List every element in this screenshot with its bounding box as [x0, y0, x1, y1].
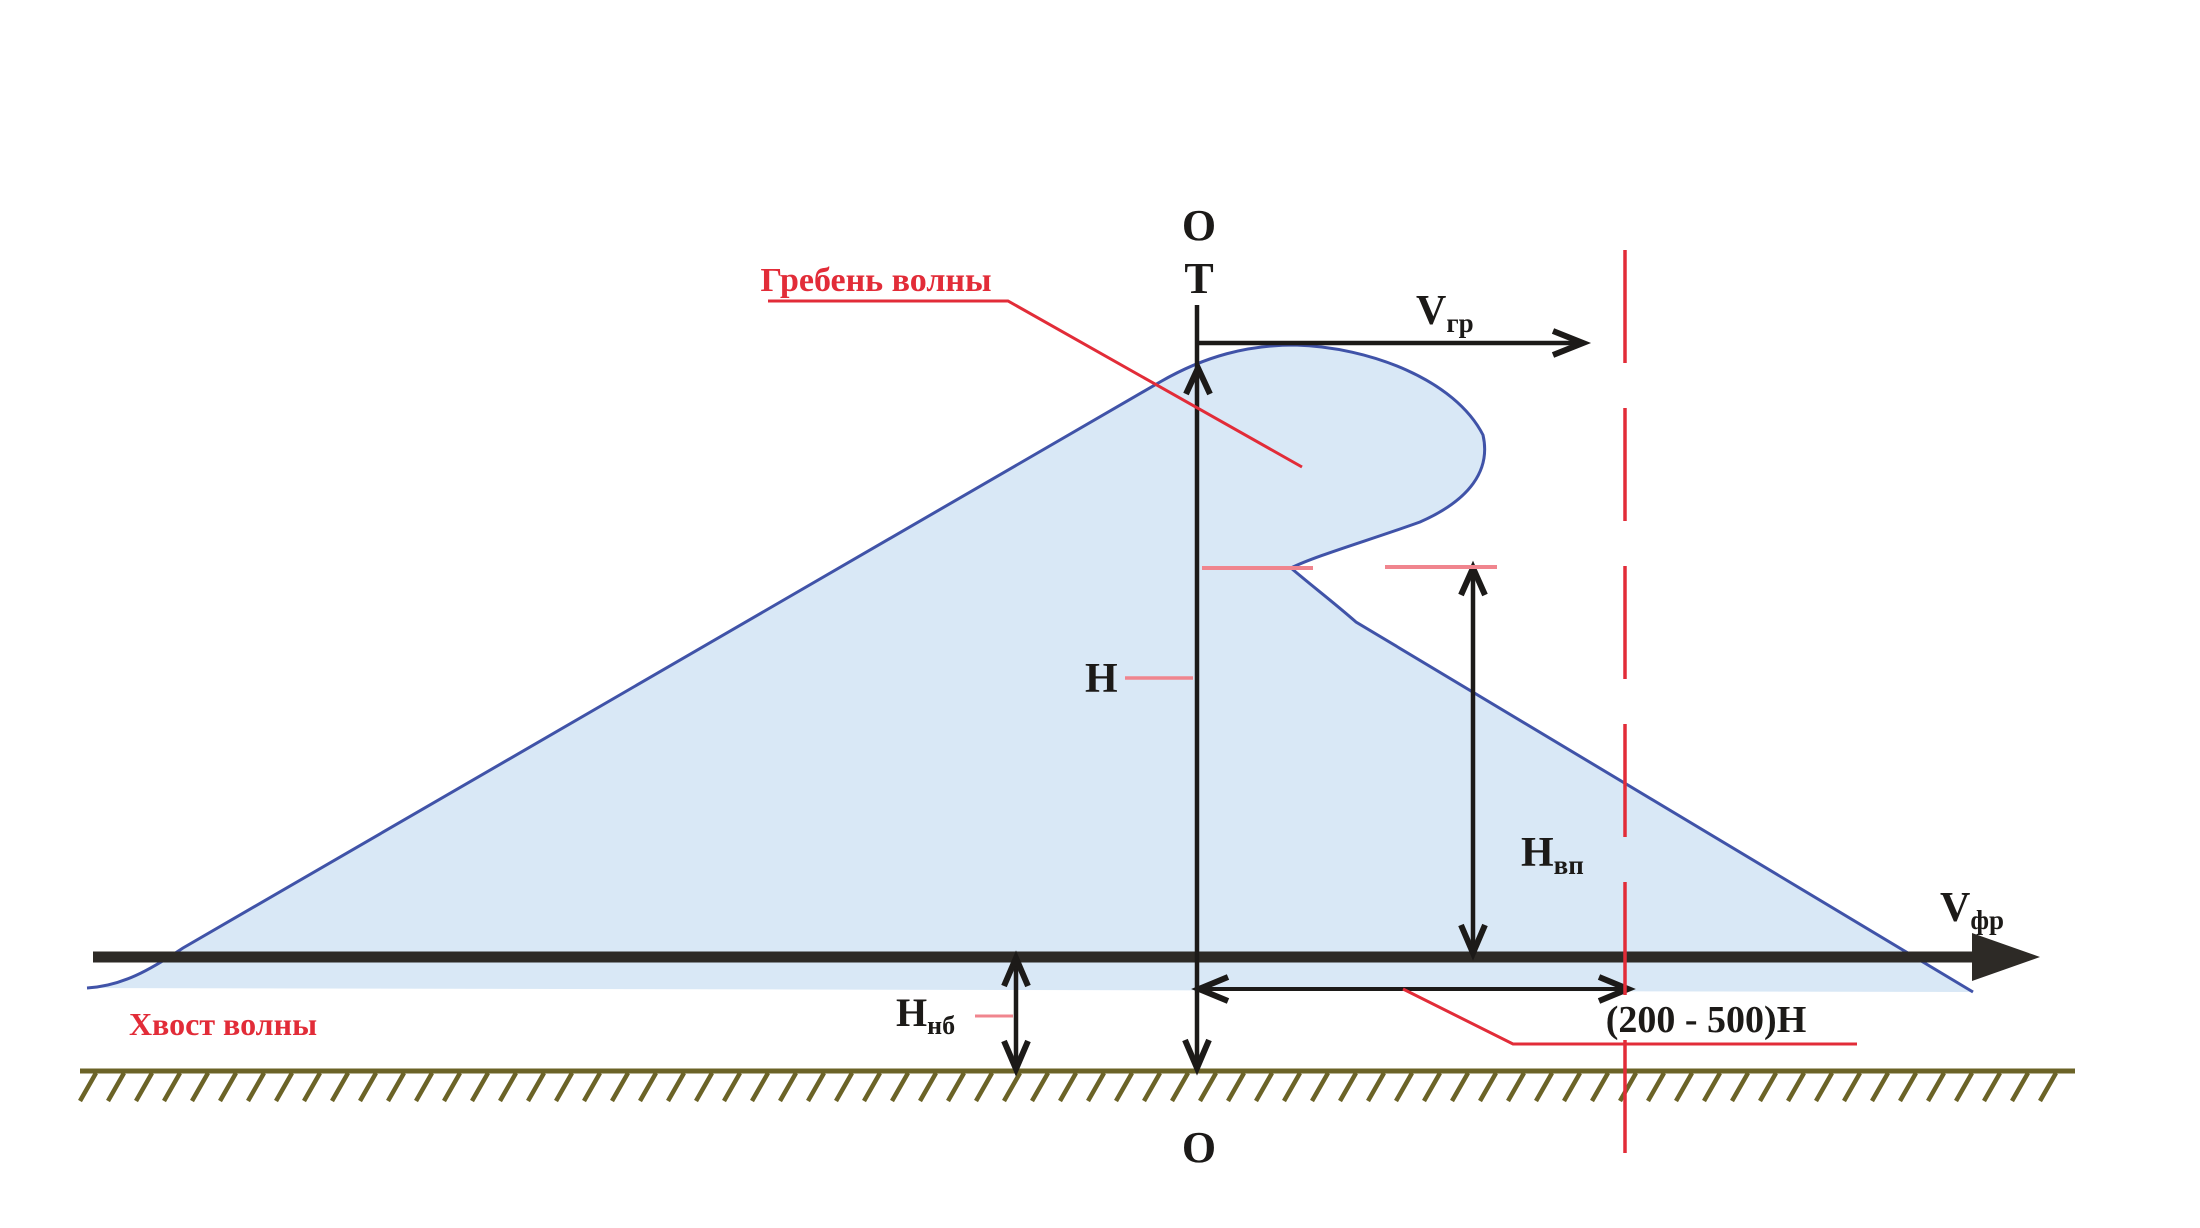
- height-arrowhead-up-icon: [1183, 360, 1213, 396]
- axis-bottom-o-label: О: [1182, 1123, 1216, 1172]
- red-annotations: [768, 250, 1857, 1153]
- tailwater-arrowhead-up-icon: [1001, 950, 1031, 988]
- trough-arrowhead-down-icon: [1458, 923, 1488, 961]
- front-velocity-arrowhead: [1972, 933, 2040, 981]
- tail-callout-label: Хвост волны: [129, 1006, 317, 1042]
- tailwater-depth-label: Ннб: [896, 990, 955, 1040]
- front-velocity-label: Vфр: [1940, 885, 2004, 935]
- tailwater-depth-dimension: [1001, 950, 1031, 1077]
- axis-ot: [1182, 305, 1213, 1076]
- distance-callout-leader: [1402, 987, 1857, 1046]
- distance-arrowhead-right-icon: [1597, 974, 1636, 1004]
- axis-top-o-label: О: [1182, 201, 1216, 250]
- wave-fill: [87, 345, 1973, 992]
- crest-velocity-arrow: [1197, 328, 1592, 358]
- wave-height-label: Н: [1085, 656, 1118, 702]
- wave-body: [86, 343, 1974, 994]
- trough-height-label: Нвп: [1521, 830, 1584, 880]
- ground-hatch: [78, 1071, 2058, 1103]
- crest-velocity-label: Vгр: [1416, 288, 1474, 338]
- crest-distance-dimension: [1191, 974, 1636, 1004]
- crest-distance-label: (200 - 500)Н: [1606, 999, 1807, 1041]
- distance-arrowhead-left-icon: [1191, 974, 1230, 1004]
- crest-callout-label: Гребень волны: [760, 262, 991, 299]
- water-level: [93, 933, 2040, 981]
- axis-arrowhead-down-icon: [1182, 1038, 1212, 1076]
- tailwater-arrowhead-down-icon: [1001, 1039, 1031, 1077]
- ground: [78, 1068, 2075, 1103]
- axis-top-t-label: Т: [1184, 254, 1213, 303]
- labels: О Т О Vгр Vфр Н Нвп Ннб (200 - 500)Н Гре…: [129, 201, 2004, 1172]
- crest-velocity-arrowhead-icon: [1551, 328, 1592, 358]
- crest-callout-leader: [768, 299, 1303, 469]
